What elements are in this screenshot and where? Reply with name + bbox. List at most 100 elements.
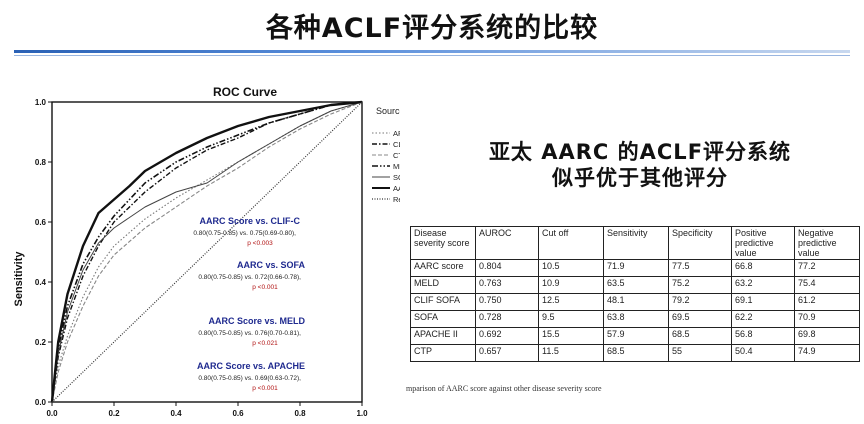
table-row: AARC score 0.804 10.5 71.9 77.5 66.8 77.2 [410, 259, 860, 277]
annotation-title: AARC Score vs. APACHE [197, 361, 305, 371]
title-underline [14, 50, 850, 53]
table-header-cell: AUROC [475, 226, 539, 260]
roc-curve-clif-sofa [51, 101, 363, 403]
y-tick-label: 0.6 [35, 218, 47, 227]
legend-entry: APACHE II [393, 129, 400, 138]
table-cell: 66.8 [731, 259, 795, 277]
table-cell: CLIF SOFA [410, 293, 476, 311]
title-underline-thin [14, 55, 850, 56]
table-cell: 63.5 [603, 276, 669, 294]
annotation-p-value: p <0.003 [247, 240, 273, 247]
table-cell: APACHE II [410, 327, 476, 345]
headline-line-2: 似乎优于其他评分 [552, 166, 728, 190]
table-cell: 75.4 [794, 276, 860, 294]
legend-entry: SOFA [393, 173, 400, 182]
table-cell: MELD [410, 276, 476, 294]
roc-curve-aarc-score [50, 100, 363, 403]
legend-title: Source of the Curve [376, 106, 400, 116]
x-tick-label: 0.4 [170, 409, 182, 418]
table-cell: 61.2 [794, 293, 860, 311]
table-cell: 12.5 [538, 293, 604, 311]
table-cell: CTP [410, 344, 476, 362]
table-cell: 56.8 [731, 327, 795, 345]
table-cell: 48.1 [603, 293, 669, 311]
table-cell: 75.2 [668, 276, 732, 294]
table-cell: 0.657 [475, 344, 539, 362]
plot-frame [51, 101, 363, 403]
annotation-title: AARC Score vs. CLIF-C [199, 216, 300, 226]
table-cell: 10.9 [538, 276, 604, 294]
table-cell: 0.804 [475, 259, 539, 277]
table-cell: 68.5 [603, 344, 669, 362]
table-cell: 68.5 [668, 327, 732, 345]
table-cell: 0.750 [475, 293, 539, 311]
table-cell: 10.5 [538, 259, 604, 277]
table-row: CLIF SOFA 0.750 12.5 48.1 79.2 69.1 61.2 [410, 293, 860, 311]
roc-curve-sofa [51, 101, 363, 403]
table-row: CTP 0.657 11.5 68.5 55 50.4 74.9 [410, 344, 860, 362]
annotation-p-value: p <0.021 [252, 340, 278, 347]
slide-title: 各种ACLF评分系统的比较 [265, 13, 599, 44]
table-header-cell: Negative predictive value [794, 226, 860, 260]
table-cell: 69.1 [731, 293, 795, 311]
table-cell: 15.5 [538, 327, 604, 345]
legend-entry: MELD [393, 162, 400, 171]
annotation-stats: 0.80(0.75-0.85) vs. 0.72(0.66-0.78), [198, 274, 301, 281]
table-header-cell: Disease severity score [410, 226, 476, 260]
table-cell: SOFA [410, 310, 476, 328]
table-cell: 57.9 [603, 327, 669, 345]
annotation-stats: 0.80(0.75-0.85) vs. 0.75(0.69-0.80), [193, 230, 296, 237]
table-cell: 79.2 [668, 293, 732, 311]
y-tick-label: 0.4 [35, 278, 47, 287]
score-table: Disease severity score AUROC Cut off Sensit… [410, 226, 860, 362]
legend-entry: CLIF-SOFA [393, 140, 400, 149]
annotation-title: AARC vs. SOFA [237, 260, 306, 270]
x-tick-label: 0.6 [232, 409, 244, 418]
table-cell: 63.8 [603, 310, 669, 328]
annotation-p-value: p <0.001 [252, 284, 278, 291]
table-cell: 70.9 [794, 310, 860, 328]
annotation-title: AARC Score vs. MELD [208, 316, 305, 326]
table-cell: 11.5 [538, 344, 604, 362]
table-cell: 69.8 [794, 327, 860, 345]
y-tick-label: 1.0 [35, 98, 47, 107]
y-tick-label: 0.2 [35, 338, 47, 347]
y-tick-label: 0.0 [35, 398, 47, 407]
annotation-stats: 0.80(0.75-0.85) vs. 0.69(0.63-0.72), [198, 375, 301, 382]
table-header-cell: Specificity [668, 226, 732, 260]
roc-chart: ROC Curve Sensitivity 0.0 0.2 0.4 0.6 0.8 1.0… [13, 85, 400, 418]
table-row: MELD 0.763 10.9 63.5 75.2 63.2 75.4 [410, 276, 860, 294]
table-cell: 0.692 [475, 327, 539, 345]
table-header-cell: Sensitivity [603, 226, 669, 260]
roc-curve-reference-line [51, 101, 363, 403]
table-cell: 55 [668, 344, 732, 362]
table-cell: 0.728 [475, 310, 539, 328]
table-header-cell: Positive predictive value [731, 226, 795, 260]
x-tick-label: 0.8 [294, 409, 306, 418]
roc-curve-ctp [51, 101, 363, 403]
table-cell: 74.9 [794, 344, 860, 362]
table-cell: AARC score [410, 259, 476, 277]
x-tick-label: 1.0 [356, 409, 368, 418]
table-header-cell: Cut off [538, 226, 604, 260]
table-row: APACHE II 0.692 15.5 57.9 68.5 56.8 69.8 [410, 327, 860, 345]
table-cell: 62.2 [731, 310, 795, 328]
table-caption: mparison of AARC score against other dis… [406, 384, 602, 393]
table-cell: 77.2 [794, 259, 860, 277]
headline-line-1: 亚太 AARC 的ACLF评分系统 [488, 140, 792, 164]
chart-title: ROC Curve [213, 85, 277, 99]
annotation-p-value: p <0.001 [252, 385, 278, 392]
x-tick-label: 0.0 [46, 409, 58, 418]
roc-curve-meld [51, 101, 363, 403]
y-axis-label: Sensitivity [13, 251, 25, 307]
table-cell: 71.9 [603, 259, 669, 277]
table-row: SOFA 0.728 9.5 63.8 69.5 62.2 70.9 [410, 310, 860, 328]
legend-entry: AARC Score [393, 184, 400, 193]
table-cell: 0.763 [475, 276, 539, 294]
table-cell: 63.2 [731, 276, 795, 294]
table-cell: 50.4 [731, 344, 795, 362]
table-header-row: Disease severity score AUROC Cut off Sensit… [410, 226, 860, 260]
table-cell: 9.5 [538, 310, 604, 328]
x-tick-label: 0.2 [108, 409, 120, 418]
legend-entry: CTP [393, 151, 400, 160]
